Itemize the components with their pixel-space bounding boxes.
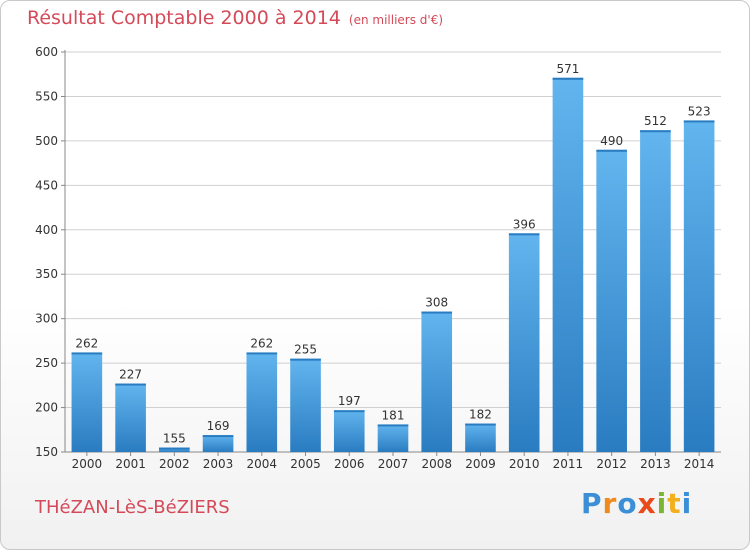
x-tick-label-2005: 2005: [290, 457, 321, 471]
logo-letter: i: [656, 487, 668, 520]
x-tick-label-2000: 2000: [72, 457, 103, 471]
value-label-2011: 571: [556, 62, 579, 76]
y-tick-label-300: 300: [35, 312, 58, 326]
x-tick-label-2002: 2002: [159, 457, 190, 471]
value-label-2004: 262: [250, 336, 273, 350]
bar-cap-2010: [508, 233, 540, 236]
bar-2002: [159, 447, 190, 452]
bar-2008: [421, 311, 453, 452]
logo-letter: x: [637, 487, 657, 520]
bar-cap-2005: [290, 358, 321, 361]
y-tick-label-400: 400: [35, 223, 58, 237]
bar-2004: [246, 352, 278, 452]
bar-cap-2007: [377, 424, 409, 427]
y-tick-label-600: 600: [35, 45, 58, 59]
bar-2014: [683, 120, 715, 452]
value-label-2007: 181: [382, 408, 405, 422]
value-labels: 262 227 155 169 262 255 197 181 308 182 396 571 490 5…: [75, 62, 710, 446]
bar-cap-2009: [465, 423, 496, 426]
value-label-2014: 523: [688, 104, 711, 118]
bar-cap-2013: [640, 130, 671, 133]
x-tick-label-2014: 2014: [684, 457, 715, 471]
bar-2009: [465, 423, 496, 452]
logo-letter: t: [667, 487, 682, 520]
value-label-2008: 308: [425, 296, 448, 310]
x-tick-label-2010: 2010: [509, 457, 540, 471]
x-tick-label-2004: 2004: [247, 457, 278, 471]
bar-cap-2014: [683, 120, 715, 123]
bar-cap-2011: [552, 77, 584, 80]
value-label-2009: 182: [469, 408, 492, 422]
bar-2007: [377, 424, 409, 452]
y-tick-label-200: 200: [35, 401, 58, 415]
value-label-2001: 227: [119, 368, 142, 382]
value-label-2005: 255: [294, 343, 317, 357]
logo-letter: r: [602, 487, 618, 520]
bar-cap-2006: [333, 410, 365, 413]
bar-2005: [290, 358, 321, 452]
x-tick-label-2006: 2006: [334, 457, 365, 471]
value-label-2003: 169: [207, 419, 230, 433]
value-label-2002: 155: [163, 432, 186, 446]
bars: [71, 77, 715, 453]
chart-unit-label: (en milliers d'€): [348, 13, 444, 27]
x-tick-label-2013: 2013: [640, 457, 671, 471]
x-tick-label-2001: 2001: [115, 457, 146, 471]
bar-2001: [115, 383, 146, 452]
bar-2003: [202, 435, 234, 452]
value-label-2012: 490: [600, 134, 623, 148]
chart-title: Résultat Comptable 2000 à 2014 (en millie…: [27, 7, 443, 29]
bar-cap-2001: [115, 383, 146, 386]
y-tick-label-450: 450: [35, 178, 58, 192]
logo-letter: o: [617, 487, 638, 520]
x-tick-label-2003: 2003: [203, 457, 234, 471]
bar-2012: [596, 149, 627, 452]
y-tick-label-500: 500: [35, 134, 58, 148]
bar-2013: [640, 130, 671, 452]
bar-2000: [71, 352, 103, 452]
x-tick-label-2007: 2007: [378, 457, 409, 471]
value-label-2013: 512: [644, 114, 667, 128]
x-tick-label-2008: 2008: [421, 457, 452, 471]
bar-cap-2000: [71, 352, 103, 355]
bar-cap-2012: [596, 149, 627, 152]
chart-title-text: Résultat Comptable 2000 à 2014: [27, 7, 341, 29]
x-tick-label-2011: 2011: [553, 457, 584, 471]
value-label-2000: 262: [75, 336, 98, 350]
bar-2010: [508, 233, 540, 452]
y-tick-label-250: 250: [35, 356, 58, 370]
logo-letter: i: [681, 487, 693, 520]
logo-letter: P: [581, 487, 603, 520]
bar-2011: [552, 77, 584, 453]
bar-cap-2004: [246, 352, 278, 355]
y-tick-label-150: 150: [35, 445, 58, 459]
bar-cap-2008: [421, 311, 453, 314]
proxiti-logo: Proxiti: [581, 487, 692, 520]
bar-cap-2003: [202, 435, 234, 438]
y-tick-label-350: 350: [35, 267, 58, 281]
bar-cap-2002: [159, 447, 190, 450]
y-tick-label-550: 550: [35, 89, 58, 103]
x-tick-label-2012: 2012: [596, 457, 627, 471]
bar-2006: [333, 410, 365, 452]
value-label-2010: 396: [513, 217, 536, 231]
commune-name: THéZAN-LèS-BéZIERS: [35, 497, 230, 518]
x-tick-label-2009: 2009: [465, 457, 496, 471]
value-label-2006: 197: [338, 394, 361, 408]
